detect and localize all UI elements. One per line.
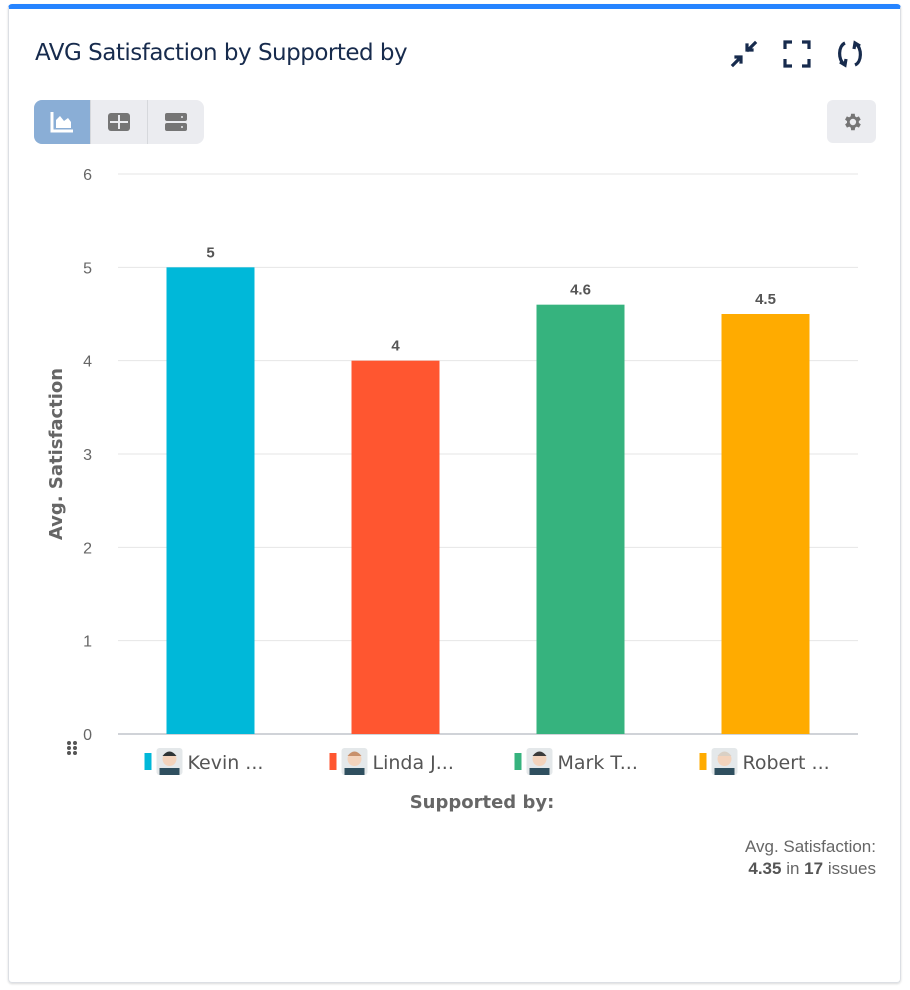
avatar-hair [162,751,177,756]
summary: Avg. Satisfaction: 4.35 in 17 issues [745,836,876,880]
chart-icon [50,112,73,133]
legend-swatch [329,753,337,770]
avatar-body [529,768,550,775]
y-axis-label: Avg. Satisfaction [46,368,67,540]
y-tick-label: 2 [83,540,92,557]
y-tick-label: 0 [83,727,92,744]
x-category-label: Kevin ... [188,752,264,774]
avatar-body [714,768,735,775]
avatar-hair [717,751,732,756]
y-tick-label: 5 [83,260,92,277]
data-label: 4 [391,338,400,355]
avatar-hair [532,751,547,756]
summary-value: 4.35 [748,859,782,878]
drag-handle-icon[interactable] [66,740,78,756]
summary-in: in [786,859,800,878]
bar [536,304,625,734]
x-axis-label: Supported by: [410,792,555,813]
table-view-button[interactable] [91,100,148,144]
bar [166,267,255,734]
list-icon [165,113,187,131]
table-icon [108,113,130,131]
data-label: 4.5 [755,291,776,308]
x-category-label: Mark T... [558,752,638,774]
legend-swatch [699,753,707,770]
summary-unit: issues [827,859,876,878]
refresh-icon[interactable] [834,38,866,70]
y-tick-label: 4 [83,354,92,371]
summary-label: Avg. Satisfaction: [744,837,876,856]
fullscreen-icon[interactable] [781,38,813,70]
x-category-label: Linda J... [373,752,454,774]
y-tick-label: 1 [83,634,92,651]
avatar-body [159,768,180,775]
y-tick-label: 3 [83,447,92,464]
avatar-body [344,768,365,775]
legend-swatch [514,753,522,770]
collapse-arrows-icon[interactable] [728,38,760,70]
bar [721,314,810,734]
list-view-button[interactable] [148,100,204,144]
data-label: 5 [206,244,214,261]
y-tick-label: 6 [83,167,92,184]
x-category-label: Robert ... [743,752,830,774]
settings-button[interactable] [827,100,876,143]
legend-swatch [144,753,152,770]
gadget-title: AVG Satisfaction by Supported by [35,40,408,66]
summary-count: 17 [804,859,824,878]
gear-icon [844,113,861,130]
bar [351,360,440,734]
avatar-hair [347,751,362,756]
data-label: 4.6 [570,282,591,299]
view-toggle [34,100,204,144]
gadget-card [8,4,901,983]
bar-chart: 0 1 2 3 4 5 6 Avg. Satisfaction 5 Kevin ... 4 Linda… [46,167,858,813]
chart-view-button[interactable] [34,100,91,144]
